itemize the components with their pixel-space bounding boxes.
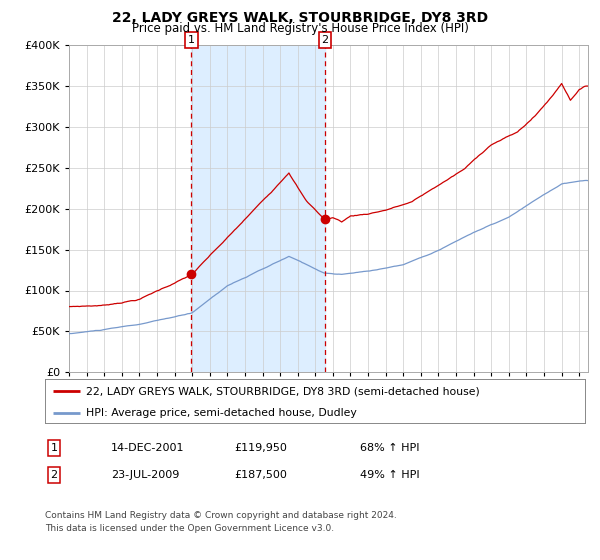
Text: 1: 1 [50,443,58,453]
Text: 14-DEC-2001: 14-DEC-2001 [111,443,185,453]
Text: 23-JUL-2009: 23-JUL-2009 [111,470,179,480]
Text: This data is licensed under the Open Government Licence v3.0.: This data is licensed under the Open Gov… [45,524,334,533]
Text: 2: 2 [322,35,329,45]
Text: 49% ↑ HPI: 49% ↑ HPI [360,470,419,480]
Text: 2: 2 [50,470,58,480]
Text: 22, LADY GREYS WALK, STOURBRIDGE, DY8 3RD (semi-detached house): 22, LADY GREYS WALK, STOURBRIDGE, DY8 3R… [86,386,479,396]
Text: £119,950: £119,950 [234,443,287,453]
Bar [191,45,325,372]
Text: HPI: Average price, semi-detached house, Dudley: HPI: Average price, semi-detached house,… [86,408,356,418]
Text: 68% ↑ HPI: 68% ↑ HPI [360,443,419,453]
Text: 1: 1 [188,35,195,45]
Text: Price paid vs. HM Land Registry's House Price Index (HPI): Price paid vs. HM Land Registry's House … [131,22,469,35]
Text: Contains HM Land Registry data © Crown copyright and database right 2024.: Contains HM Land Registry data © Crown c… [45,511,397,520]
Text: £187,500: £187,500 [234,470,287,480]
Text: 22, LADY GREYS WALK, STOURBRIDGE, DY8 3RD: 22, LADY GREYS WALK, STOURBRIDGE, DY8 3R… [112,11,488,25]
